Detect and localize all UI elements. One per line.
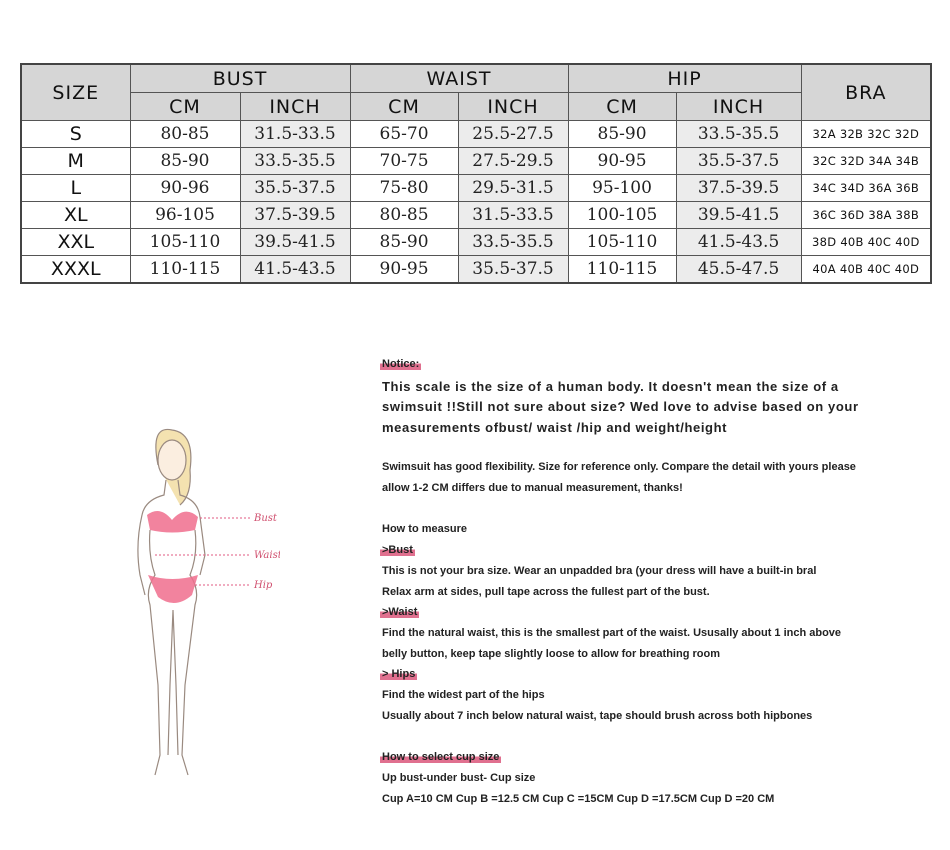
waist-heading: >Waist xyxy=(380,606,420,618)
table-row: XL 96-105 37.5-39.5 80-85 31.5-33.5 100-105 39… xyxy=(20,201,932,229)
cell-bust-in: 39.5-41.5 xyxy=(239,228,351,256)
header-size: SIZE xyxy=(20,63,131,121)
cell-waist-in: 33.5-35.5 xyxy=(457,228,569,256)
cell-waist-cm: 70-75 xyxy=(349,147,459,175)
how-to-measure-heading: How to measure xyxy=(382,523,467,535)
cell-waist-in: 31.5-33.5 xyxy=(457,201,569,229)
size-chart-table: SIZE BUST WAIST HIP BRA CM INCH CM INCH … xyxy=(20,63,933,284)
cell-hip-cm: 95-100 xyxy=(567,174,677,202)
bust-text: Relax arm at sides, pull tape across the… xyxy=(382,586,710,598)
cell-bust-in: 31.5-33.5 xyxy=(239,120,351,148)
cell-waist-in: 35.5-37.5 xyxy=(457,255,569,284)
cell-bust-cm: 90-96 xyxy=(129,174,241,202)
header-inch: INCH xyxy=(457,92,569,121)
cell-bust-cm: 80-85 xyxy=(129,120,241,148)
cell-bust-in: 33.5-35.5 xyxy=(239,147,351,175)
cup-size-heading: How to select cup size xyxy=(380,751,502,763)
cell-waist-cm: 85-90 xyxy=(349,228,459,256)
cell-bust-cm: 110-115 xyxy=(129,255,241,284)
cell-hip-in: 37.5-39.5 xyxy=(675,174,802,202)
table-row: M 85-90 33.5-35.5 70-75 27.5-29.5 90-95 35.5-3… xyxy=(20,147,932,175)
cell-bra: 36C 36D 38A 38B xyxy=(800,201,932,229)
cell-waist-in: 27.5-29.5 xyxy=(457,147,569,175)
cell-bust-in: 41.5-43.5 xyxy=(239,255,351,284)
body-measurement-figure: Bust Waist Hip xyxy=(137,428,280,776)
cell-bust-in: 35.5-37.5 xyxy=(239,174,351,202)
header-bust: BUST xyxy=(129,63,351,93)
waist-text: Find the natural waist, this is the smal… xyxy=(382,627,842,639)
cell-size: XXXL xyxy=(20,255,131,284)
cell-size: XXL xyxy=(20,228,131,256)
table-row: S 80-85 31.5-33.5 65-70 25.5-27.5 85-90 33.5-3… xyxy=(20,120,932,148)
flexibility-text: allow 1-2 CM differs due to manual measu… xyxy=(382,482,683,494)
cell-hip-in: 41.5-43.5 xyxy=(675,228,802,256)
cell-hip-in: 45.5-47.5 xyxy=(675,255,802,284)
flexibility-text: Swimsuit has good flexibility. Size for … xyxy=(382,461,856,473)
cup-size-text: Up bust-under bust- Cup size xyxy=(382,772,536,784)
header-hip: HIP xyxy=(567,63,802,93)
cell-hip-cm: 100-105 xyxy=(567,201,677,229)
notice-text: swimsuit !!Still not sure about size? We… xyxy=(382,399,859,414)
cell-bust-cm: 96-105 xyxy=(129,201,241,229)
cell-waist-cm: 90-95 xyxy=(349,255,459,284)
cell-size: L xyxy=(20,174,131,202)
notice-heading: Notice: xyxy=(380,358,422,370)
cell-bra: 38D 40B 40C 40D xyxy=(800,228,932,256)
cell-waist-cm: 80-85 xyxy=(349,201,459,229)
cell-size: XL xyxy=(20,201,131,229)
cell-hip-cm: 105-110 xyxy=(567,228,677,256)
cell-bust-in: 37.5-39.5 xyxy=(239,201,351,229)
hips-text: Find the widest part of the hips xyxy=(382,689,545,701)
notice-text: measurements ofbust/ waist /hip and weig… xyxy=(382,420,728,435)
cell-size: S xyxy=(20,120,131,148)
header-bra: BRA xyxy=(800,63,932,121)
header-inch: INCH xyxy=(239,92,351,121)
waist-text: belly button, keep tape slightly loose t… xyxy=(382,648,720,660)
cell-hip-in: 33.5-35.5 xyxy=(675,120,802,148)
header-cm: CM xyxy=(349,92,459,121)
table-row: L 90-96 35.5-37.5 75-80 29.5-31.5 95-100 37.5-… xyxy=(20,174,932,202)
bust-text: This is not your bra size. Wear an unpad… xyxy=(382,565,817,577)
cell-bust-cm: 85-90 xyxy=(129,147,241,175)
cell-hip-in: 35.5-37.5 xyxy=(675,147,802,175)
cell-waist-in: 29.5-31.5 xyxy=(457,174,569,202)
header-cm: CM xyxy=(567,92,677,121)
hip-label: Hip xyxy=(253,580,273,591)
cell-hip-cm: 85-90 xyxy=(567,120,677,148)
cell-waist-cm: 65-70 xyxy=(349,120,459,148)
cell-bra: 32A 32B 32C 32D xyxy=(800,120,932,148)
header-inch: INCH xyxy=(675,92,802,121)
cell-waist-cm: 75-80 xyxy=(349,174,459,202)
cell-waist-in: 25.5-27.5 xyxy=(457,120,569,148)
header-cm: CM xyxy=(129,92,241,121)
hips-heading: > Hips xyxy=(380,668,418,680)
cell-bra: 34C 34D 36A 36B xyxy=(800,174,932,202)
header-waist: WAIST xyxy=(349,63,569,93)
bust-heading: >Bust xyxy=(380,544,415,556)
cell-hip-cm: 110-115 xyxy=(567,255,677,284)
cell-bra: 32C 32D 34A 34B xyxy=(800,147,932,175)
cell-size: M xyxy=(20,147,131,175)
cell-hip-cm: 90-95 xyxy=(567,147,677,175)
cell-bra: 40A 40B 40C 40D xyxy=(800,255,932,284)
table-row: XXL 105-110 39.5-41.5 85-90 33.5-35.5 105-110… xyxy=(20,228,932,256)
table-row: XXXL 110-115 41.5-43.5 90-95 35.5-37.5 110-11… xyxy=(20,255,932,284)
cell-bust-cm: 105-110 xyxy=(129,228,241,256)
cup-size-text: Cup A=10 CM Cup B =12.5 CM Cup C =15CM C… xyxy=(382,793,775,805)
bust-label: Bust xyxy=(253,513,278,524)
hips-text: Usually about 7 inch below natural waist… xyxy=(382,710,813,722)
notice-text: This scale is the size of a human body. … xyxy=(382,379,839,394)
cell-hip-in: 39.5-41.5 xyxy=(675,201,802,229)
waist-label: Waist xyxy=(254,550,280,561)
